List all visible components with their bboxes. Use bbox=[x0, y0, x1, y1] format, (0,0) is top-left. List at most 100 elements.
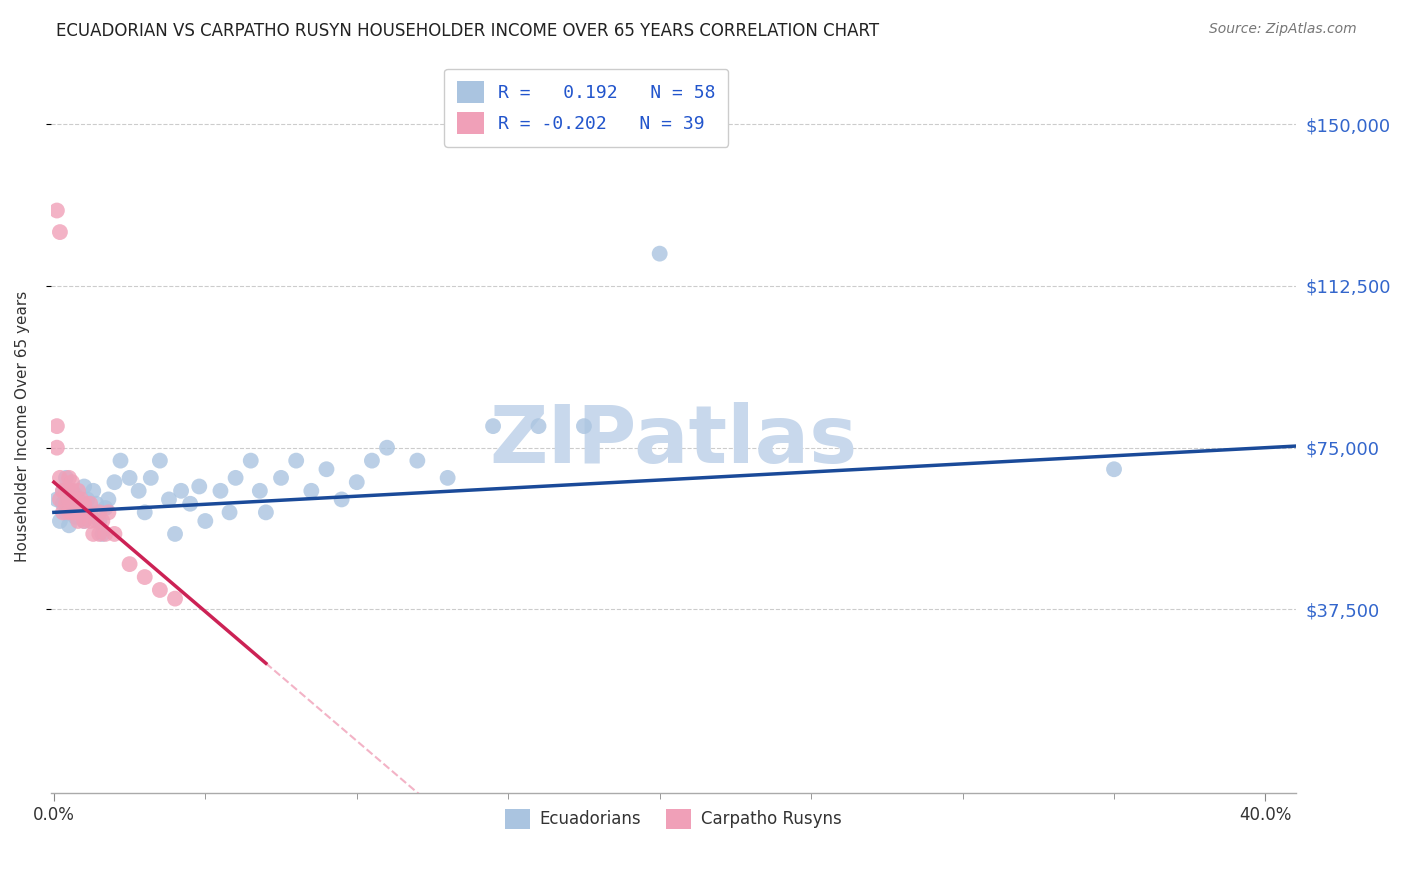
Point bbox=[67, 483, 90, 498]
Point bbox=[82, 527, 104, 541]
Point bbox=[73, 479, 96, 493]
Point bbox=[97, 492, 120, 507]
Point bbox=[67, 514, 90, 528]
Point bbox=[134, 505, 156, 519]
Point bbox=[58, 505, 80, 519]
Point bbox=[55, 505, 77, 519]
Point bbox=[572, 419, 595, 434]
Point bbox=[49, 514, 72, 528]
Point bbox=[49, 492, 72, 507]
Point bbox=[254, 505, 277, 519]
Point bbox=[225, 471, 247, 485]
Point bbox=[67, 497, 90, 511]
Point bbox=[55, 471, 77, 485]
Y-axis label: Householder Income Over 65 years: Householder Income Over 65 years bbox=[15, 291, 30, 562]
Point bbox=[55, 483, 77, 498]
Point bbox=[170, 483, 193, 498]
Point bbox=[60, 475, 83, 490]
Point bbox=[70, 505, 93, 519]
Point bbox=[52, 497, 75, 511]
Point bbox=[89, 527, 111, 541]
Point bbox=[91, 514, 114, 528]
Point bbox=[60, 483, 83, 498]
Point bbox=[82, 483, 104, 498]
Point bbox=[60, 492, 83, 507]
Point bbox=[76, 492, 98, 507]
Point bbox=[49, 471, 72, 485]
Point bbox=[79, 497, 101, 511]
Text: Source: ZipAtlas.com: Source: ZipAtlas.com bbox=[1209, 22, 1357, 37]
Point bbox=[45, 419, 67, 434]
Point bbox=[118, 471, 141, 485]
Point bbox=[118, 557, 141, 571]
Point bbox=[270, 471, 292, 485]
Point bbox=[60, 501, 83, 516]
Point bbox=[63, 488, 86, 502]
Point bbox=[482, 419, 505, 434]
Point bbox=[55, 497, 77, 511]
Point bbox=[436, 471, 458, 485]
Point bbox=[194, 514, 217, 528]
Point bbox=[58, 492, 80, 507]
Point bbox=[330, 492, 353, 507]
Point bbox=[648, 246, 671, 260]
Point bbox=[94, 527, 117, 541]
Point bbox=[63, 509, 86, 524]
Point bbox=[52, 483, 75, 498]
Point bbox=[52, 483, 75, 498]
Point bbox=[110, 453, 132, 467]
Point bbox=[76, 505, 98, 519]
Point bbox=[60, 483, 83, 498]
Point bbox=[179, 497, 201, 511]
Point bbox=[45, 441, 67, 455]
Point bbox=[94, 501, 117, 516]
Point bbox=[218, 505, 240, 519]
Point bbox=[299, 483, 322, 498]
Point bbox=[58, 518, 80, 533]
Point bbox=[149, 453, 172, 467]
Point bbox=[63, 505, 86, 519]
Point bbox=[1102, 462, 1125, 476]
Point bbox=[406, 453, 429, 467]
Point bbox=[103, 527, 125, 541]
Point bbox=[84, 497, 107, 511]
Point bbox=[45, 203, 67, 218]
Point bbox=[45, 492, 67, 507]
Point bbox=[89, 505, 111, 519]
Point bbox=[97, 505, 120, 519]
Point bbox=[209, 483, 232, 498]
Point bbox=[58, 471, 80, 485]
Point bbox=[315, 462, 337, 476]
Point bbox=[103, 475, 125, 490]
Text: ECUADORIAN VS CARPATHO RUSYN HOUSEHOLDER INCOME OVER 65 YEARS CORRELATION CHART: ECUADORIAN VS CARPATHO RUSYN HOUSEHOLDER… bbox=[56, 22, 879, 40]
Point bbox=[285, 453, 308, 467]
Point bbox=[60, 505, 83, 519]
Point bbox=[91, 527, 114, 541]
Point bbox=[139, 471, 162, 485]
Point bbox=[249, 483, 271, 498]
Point bbox=[346, 475, 368, 490]
Point bbox=[63, 492, 86, 507]
Point bbox=[89, 514, 111, 528]
Text: ZIPatlas: ZIPatlas bbox=[489, 401, 858, 480]
Point bbox=[70, 492, 93, 507]
Point bbox=[188, 479, 211, 493]
Point bbox=[79, 514, 101, 528]
Point bbox=[134, 570, 156, 584]
Point bbox=[163, 527, 186, 541]
Point bbox=[163, 591, 186, 606]
Point bbox=[70, 505, 93, 519]
Point bbox=[239, 453, 262, 467]
Point bbox=[67, 497, 90, 511]
Point bbox=[73, 514, 96, 528]
Point bbox=[49, 225, 72, 239]
Point bbox=[84, 514, 107, 528]
Point bbox=[52, 505, 75, 519]
Point bbox=[58, 492, 80, 507]
Point bbox=[128, 483, 150, 498]
Legend: Ecuadorians, Carpatho Rusyns: Ecuadorians, Carpatho Rusyns bbox=[498, 802, 849, 836]
Point bbox=[73, 514, 96, 528]
Point bbox=[79, 505, 101, 519]
Point bbox=[375, 441, 398, 455]
Point bbox=[73, 497, 96, 511]
